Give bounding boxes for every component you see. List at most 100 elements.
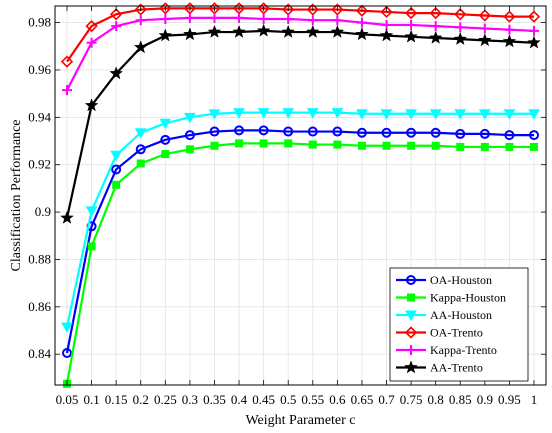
legend-box (389, 267, 529, 382)
data-point (430, 21, 441, 32)
data-point (406, 19, 417, 30)
data-point (429, 109, 442, 120)
data-point (381, 127, 392, 138)
data-point (234, 125, 245, 136)
data-point (428, 30, 443, 44)
data-point (60, 55, 74, 68)
data-point (235, 139, 244, 148)
legend-item: Kappa-Houston (396, 291, 506, 305)
data-point (257, 108, 270, 119)
data-point (333, 140, 342, 149)
data-point (207, 24, 222, 38)
data-point (477, 33, 492, 47)
data-point (110, 8, 123, 21)
data-point (331, 3, 344, 16)
data-point (86, 37, 97, 48)
x-tick-label: 0.4 (231, 392, 248, 407)
x-tick-label: 0.55 (301, 392, 324, 407)
legend-marker (406, 345, 416, 355)
data-point (185, 145, 194, 154)
x-tick-label: 0.95 (498, 392, 521, 407)
legend-item: OA-Houston (396, 273, 492, 287)
data-point (380, 109, 393, 120)
data-point (183, 27, 197, 41)
legend-label: OA-Trento (430, 326, 483, 340)
data-point (381, 19, 392, 30)
data-point (356, 127, 367, 138)
data-point (234, 12, 245, 23)
data-point (306, 108, 319, 119)
data-point (62, 348, 72, 359)
data-point (454, 109, 467, 120)
data-point (109, 66, 124, 80)
y-tick-label: 0.98 (28, 15, 51, 30)
x-tick-label: 0.45 (252, 392, 275, 407)
data-point (330, 24, 345, 38)
data-point (283, 126, 294, 137)
legend-marker (407, 293, 415, 302)
data-point (135, 15, 146, 26)
data-point (133, 40, 148, 54)
series-aa-houston (61, 108, 540, 333)
legend-label: AA-Trento (430, 361, 483, 375)
series-oa-trento (60, 2, 541, 68)
data-point (480, 142, 489, 151)
x-tick-label: 0.2 (133, 392, 149, 407)
data-point (85, 20, 98, 33)
data-point (210, 141, 219, 150)
data-point (305, 24, 320, 38)
legend-label: OA-Houston (430, 273, 492, 287)
data-point (112, 180, 121, 189)
x-tick-label: 0.05 (56, 392, 79, 407)
series-line (65, 142, 534, 385)
series-line (66, 16, 535, 91)
data-point (258, 125, 269, 136)
data-point (455, 22, 466, 33)
x-tick-label: 0.15 (105, 392, 128, 407)
data-point (454, 8, 467, 21)
data-point (455, 128, 466, 139)
x-tick-label: 0.75 (400, 392, 423, 407)
data-point (281, 24, 296, 38)
data-point (110, 150, 123, 162)
data-point (158, 28, 173, 42)
legend-item: Kappa-Trento (396, 343, 497, 357)
data-point (355, 27, 369, 41)
x-tick-label: 0.65 (351, 392, 374, 407)
data-point (85, 206, 98, 217)
data-point (111, 164, 122, 175)
data-point (456, 142, 465, 151)
data-point (134, 128, 147, 139)
series-aa-trento (60, 23, 541, 224)
data-point (135, 144, 146, 155)
data-point (282, 108, 295, 119)
legend-marker (406, 275, 416, 285)
data-point (453, 31, 468, 46)
data-point (431, 141, 440, 150)
data-point (379, 28, 394, 42)
data-point (111, 21, 122, 32)
data-point (503, 10, 516, 23)
legend-label: AA-Houston (430, 308, 492, 322)
data-point (478, 9, 491, 22)
data-point (529, 25, 539, 36)
y-tick-label: 0.9 (35, 204, 51, 219)
x-axis-label: Weight Parameter c (245, 413, 355, 428)
data-point (504, 24, 515, 35)
y-tick-label: 0.92 (28, 157, 51, 172)
data-point (209, 12, 220, 23)
data-point (307, 126, 318, 137)
y-tick-label: 0.88 (28, 251, 51, 266)
data-point (209, 126, 220, 137)
data-point (256, 23, 271, 37)
x-tick-label: 0.25 (154, 392, 177, 407)
data-point (430, 127, 441, 138)
y-axis-label: Classification Performance (9, 119, 24, 271)
data-point (406, 127, 417, 138)
legend-label: Kappa-Trento (430, 343, 497, 357)
data-point (184, 130, 195, 141)
data-point (478, 109, 491, 120)
data-point (62, 85, 72, 96)
data-point (356, 109, 368, 120)
data-point (208, 109, 221, 120)
